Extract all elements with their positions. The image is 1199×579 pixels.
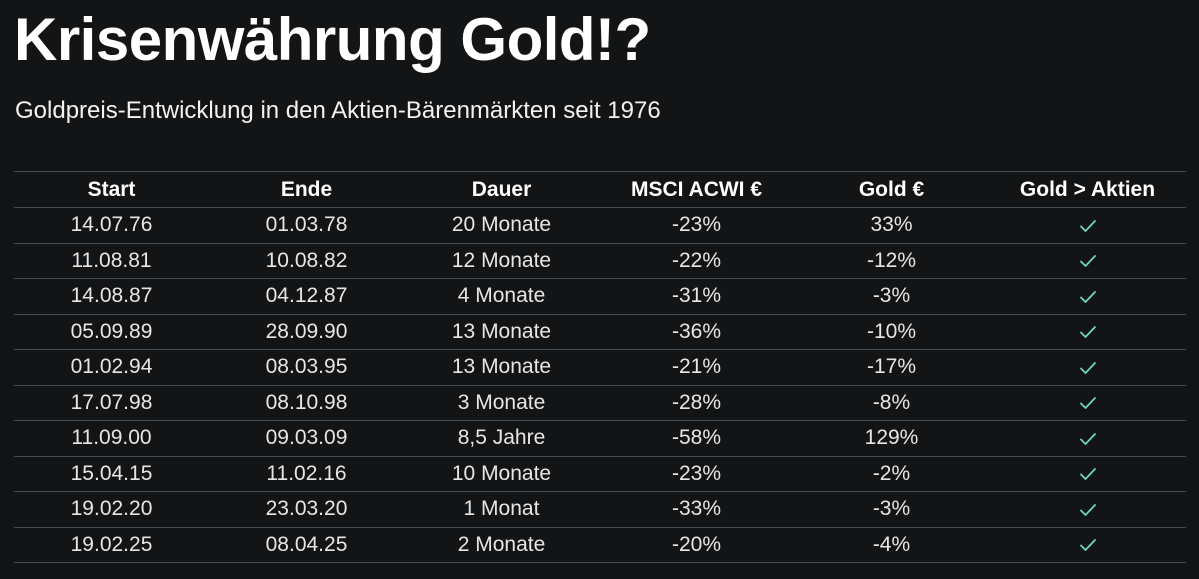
header-gold-beats-stocks: Gold > Aktien [989, 171, 1186, 208]
msci-cell: -36% [599, 314, 794, 350]
msci-cell: -23% [599, 207, 794, 244]
gold-cell: -17% [794, 349, 989, 386]
duration-cell: 13 Monate [404, 314, 599, 350]
start-cell: 05.09.89 [14, 314, 209, 350]
table-row: 14.07.76 01.03.78 20 Monate -23% 33% [14, 207, 1186, 244]
gold-beats-stocks-cell [989, 456, 1186, 492]
gold-beats-stocks-cell [989, 527, 1186, 563]
end-cell: 08.04.25 [209, 527, 404, 563]
msci-cell: -31% [599, 278, 794, 315]
gold-beats-stocks-cell [989, 278, 1186, 315]
duration-cell: 3 Monate [404, 385, 599, 421]
table-row: 11.08.81 10.08.82 12 Monate -22% -12% [14, 243, 1186, 279]
end-cell: 08.03.95 [209, 349, 404, 386]
duration-cell: 1 Monat [404, 491, 599, 528]
start-cell: 14.08.87 [14, 278, 209, 315]
msci-cell: -23% [599, 456, 794, 492]
gold-cell: -3% [794, 278, 989, 315]
header-gold: Gold € [794, 171, 989, 208]
table-row: 05.09.89 28.09.90 13 Monate -36% -10% [14, 314, 1186, 350]
check-icon [1079, 503, 1096, 516]
gold-cell: -3% [794, 491, 989, 528]
gold-beats-stocks-cell [989, 491, 1186, 528]
start-cell: 11.09.00 [14, 420, 209, 457]
gold-beats-stocks-cell [989, 420, 1186, 457]
end-cell: 10.08.82 [209, 243, 404, 279]
bear-market-table: Start Ende Dauer MSCI ACWI € Gold € Gold… [14, 171, 1186, 563]
start-cell: 17.07.98 [14, 385, 209, 421]
end-cell: 04.12.87 [209, 278, 404, 315]
gold-beats-stocks-cell [989, 243, 1186, 279]
gold-cell: -2% [794, 456, 989, 492]
gold-cell: 33% [794, 207, 989, 244]
msci-cell: -20% [599, 527, 794, 563]
end-cell: 09.03.09 [209, 420, 404, 457]
duration-cell: 2 Monate [404, 527, 599, 563]
msci-cell: -28% [599, 385, 794, 421]
table-row: 19.02.20 23.03.20 1 Monat -33% -3% [14, 491, 1186, 528]
table-row: 15.04.15 11.02.16 10 Monate -23% -2% [14, 456, 1186, 492]
page-subtitle: Goldpreis-Entwicklung in den Aktien-Bäre… [15, 97, 661, 124]
table-body: 14.07.76 01.03.78 20 Monate -23% 33% 11.08.81… [14, 207, 1186, 563]
page-title: Krisenwährung Gold!? [14, 6, 651, 73]
gold-cell: -8% [794, 385, 989, 421]
table-header-row: Start Ende Dauer MSCI ACWI € Gold € Gold… [14, 171, 1186, 208]
table-row: 01.02.94 08.03.95 13 Monate -21% -17% [14, 349, 1186, 386]
duration-cell: 8,5 Jahre [404, 420, 599, 457]
start-cell: 15.04.15 [14, 456, 209, 492]
check-icon [1079, 397, 1096, 410]
end-cell: 08.10.98 [209, 385, 404, 421]
duration-cell: 10 Monate [404, 456, 599, 492]
header-msci: MSCI ACWI € [599, 171, 794, 208]
start-cell: 14.07.76 [14, 207, 209, 244]
gold-beats-stocks-cell [989, 314, 1186, 350]
start-cell: 11.08.81 [14, 243, 209, 279]
start-cell: 19.02.25 [14, 527, 209, 563]
gold-cell: -12% [794, 243, 989, 279]
msci-cell: -33% [599, 491, 794, 528]
check-icon [1079, 361, 1096, 374]
check-icon [1079, 432, 1096, 445]
msci-cell: -22% [599, 243, 794, 279]
check-icon [1079, 468, 1096, 481]
gold-beats-stocks-cell [989, 385, 1186, 421]
check-icon [1079, 219, 1096, 232]
check-icon [1079, 290, 1096, 303]
header-duration: Dauer [404, 171, 599, 208]
duration-cell: 12 Monate [404, 243, 599, 279]
end-cell: 28.09.90 [209, 314, 404, 350]
header-start: Start [14, 171, 209, 208]
duration-cell: 4 Monate [404, 278, 599, 315]
msci-cell: -21% [599, 349, 794, 386]
table-row: 11.09.00 09.03.09 8,5 Jahre -58% 129% [14, 420, 1186, 457]
duration-cell: 13 Monate [404, 349, 599, 386]
gold-beats-stocks-cell [989, 349, 1186, 386]
check-icon [1079, 255, 1096, 268]
gold-cell: -4% [794, 527, 989, 563]
start-cell: 19.02.20 [14, 491, 209, 528]
check-icon [1079, 539, 1096, 552]
header-end: Ende [209, 171, 404, 208]
gold-beats-stocks-cell [989, 207, 1186, 244]
msci-cell: -58% [599, 420, 794, 457]
end-cell: 01.03.78 [209, 207, 404, 244]
gold-cell: 129% [794, 420, 989, 457]
table-row: 19.02.25 08.04.25 2 Monate -20% -4% [14, 527, 1186, 563]
table-row: 17.07.98 08.10.98 3 Monate -28% -8% [14, 385, 1186, 421]
end-cell: 23.03.20 [209, 491, 404, 528]
gold-cell: -10% [794, 314, 989, 350]
check-icon [1079, 326, 1096, 339]
duration-cell: 20 Monate [404, 207, 599, 244]
start-cell: 01.02.94 [14, 349, 209, 386]
table-row: 14.08.87 04.12.87 4 Monate -31% -3% [14, 278, 1186, 315]
end-cell: 11.02.16 [209, 456, 404, 492]
